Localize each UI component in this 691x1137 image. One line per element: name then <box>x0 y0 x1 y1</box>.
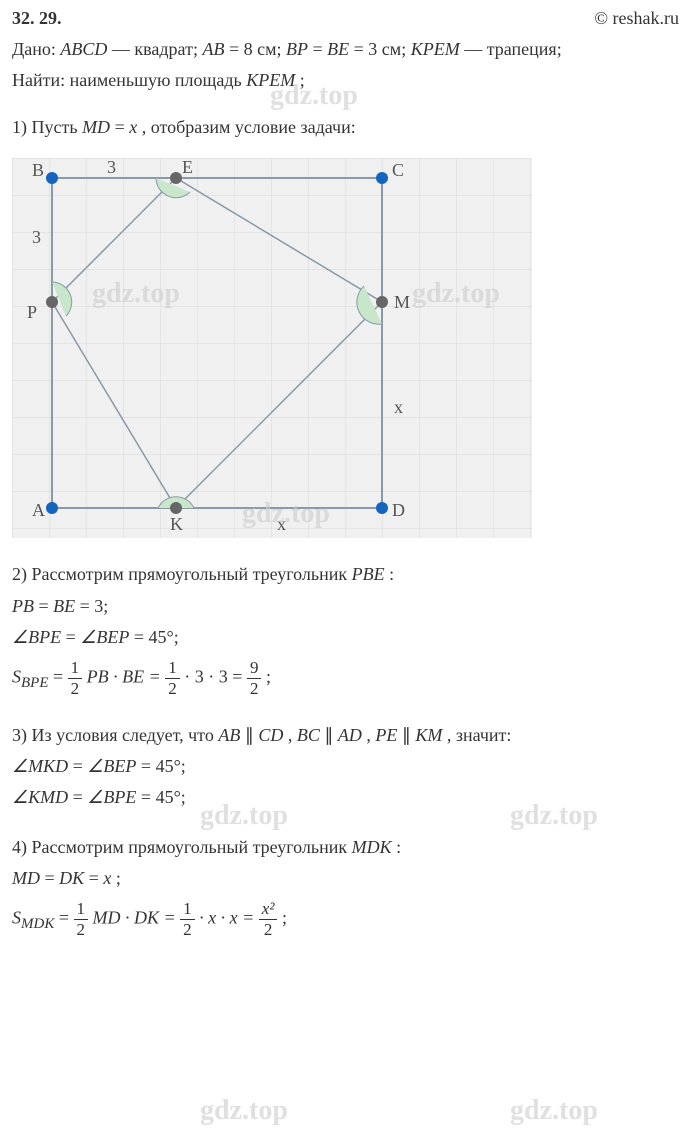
svg-text:x: x <box>277 514 286 534</box>
diagram-svg: A B C D E P M K 3 3 x x <box>12 158 532 538</box>
svg-text:P: P <box>27 302 37 322</box>
given-line: Дано: ABCD — квадрат; AB = 8 см; BP = BE… <box>12 37 679 62</box>
svg-text:B: B <box>32 160 44 180</box>
svg-text:M: M <box>394 292 410 312</box>
svg-text:K: K <box>170 514 183 534</box>
svg-text:A: A <box>32 500 45 520</box>
problem-number: 32. 29. <box>12 8 62 29</box>
header: 32. 29. © reshak.ru <box>12 8 679 29</box>
abcd: ABCD <box>60 39 107 59</box>
given-prefix: Дано: <box>12 39 56 59</box>
svg-text:C: C <box>392 160 404 180</box>
svg-text:3: 3 <box>32 227 41 247</box>
svg-text:D: D <box>392 500 405 520</box>
step3: 3) Из условия следует, что AB ∥ CD , BC … <box>12 723 679 811</box>
watermark: gdz.top <box>510 1095 598 1127</box>
copyright: © reshak.ru <box>594 8 679 29</box>
step1: 1) Пусть MD = x , отобразим условие зада… <box>12 117 679 138</box>
step2: 2) Рассмотрим прямоугольный треугольник … <box>12 562 679 699</box>
svg-text:x: x <box>394 397 403 417</box>
step4: 4) Рассмотрим прямоугольный треугольник … <box>12 835 679 940</box>
svg-text:3: 3 <box>107 158 116 177</box>
geometry-diagram: A B C D E P M K 3 3 x x gdz.top gdz.top … <box>12 158 532 538</box>
find-line: Найти: наименьшую площадь KPEM ; <box>12 68 679 93</box>
watermark: gdz.top <box>200 1095 288 1127</box>
svg-text:E: E <box>182 158 193 177</box>
